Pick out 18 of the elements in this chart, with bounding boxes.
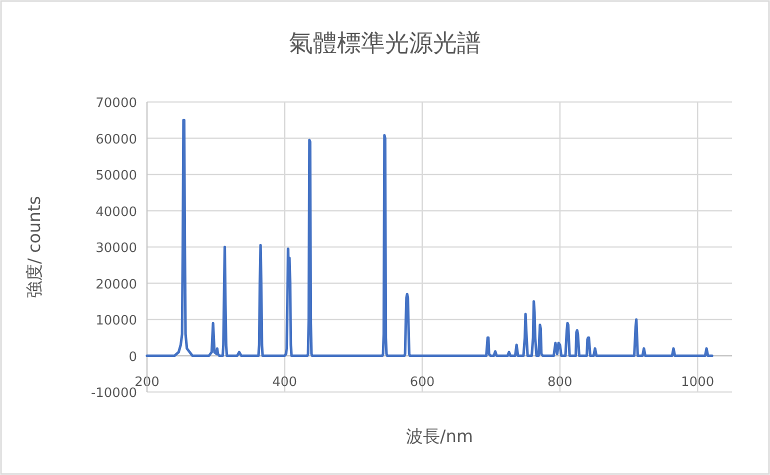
y-tick-label: 10000	[96, 314, 137, 328]
x-axis-title: 波長/nm	[406, 427, 474, 447]
x-tick-label: 200	[134, 374, 160, 390]
y-tick-label: -10000	[90, 386, 137, 401]
line-series	[146, 118, 714, 358]
y-tick-label: 40000	[96, 204, 137, 220]
y-tick-label: 20000	[96, 277, 137, 292]
x-tick-label: 600	[410, 374, 435, 390]
y-tick-label: 30000	[96, 241, 137, 256]
x-tick-label: 400	[272, 374, 298, 390]
x-tick-label: 1000	[681, 374, 714, 390]
y-tick-label: 70000	[96, 96, 137, 111]
y-tick-label: 50000	[96, 168, 137, 184]
chart-title: 氣體標準光源光譜	[289, 29, 481, 57]
x-tick-label: 800	[548, 374, 572, 390]
y-tick-label: 0	[128, 350, 137, 365]
y-tick-label: 60000	[96, 132, 137, 148]
y-axis-title: 強度/ counts	[25, 196, 45, 298]
